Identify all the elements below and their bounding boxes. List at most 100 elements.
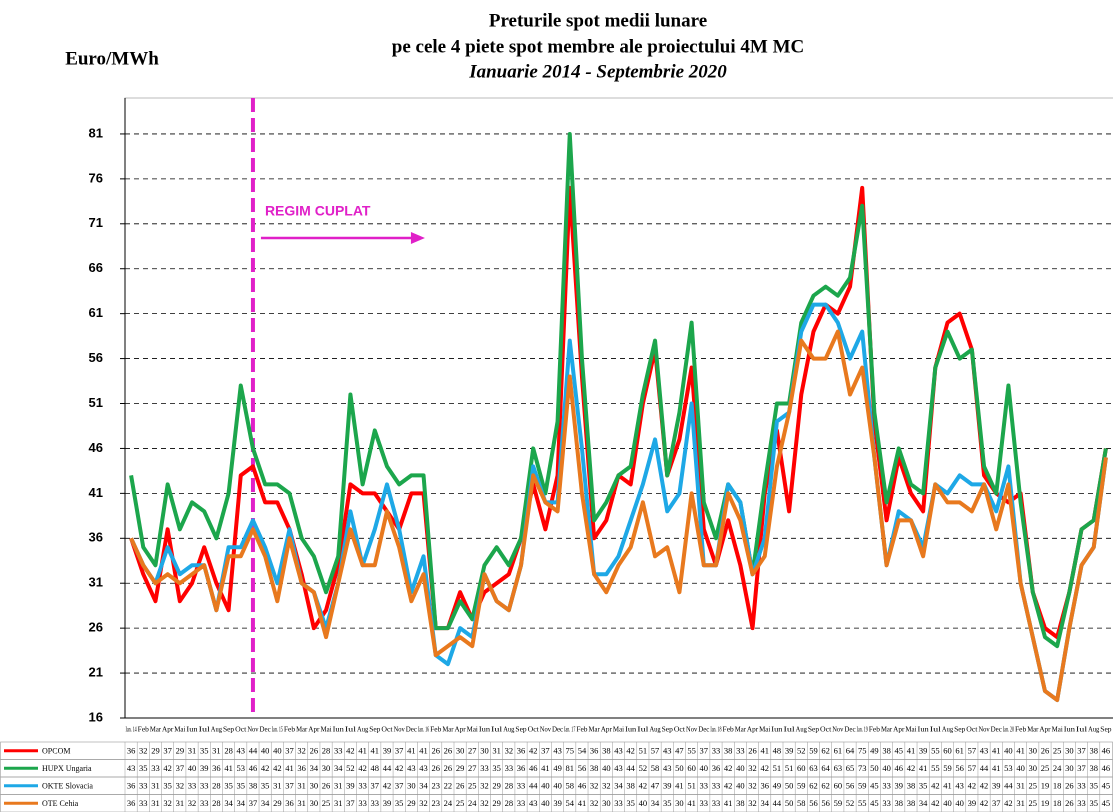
table-cell: 28 xyxy=(505,781,514,791)
table-cell: 35 xyxy=(663,798,672,808)
x-tick-label: Mai xyxy=(467,726,478,734)
table-cell: 26 xyxy=(444,746,453,756)
table-cell: 35 xyxy=(395,798,404,808)
table-cell: 60 xyxy=(943,746,952,756)
y-tick-label: 26 xyxy=(89,620,103,635)
table-cell: 35 xyxy=(139,763,148,773)
table-cell: 41 xyxy=(919,763,928,773)
table-cell: 35 xyxy=(1089,781,1098,791)
table-cell: 42 xyxy=(724,763,733,773)
table-cell: 26 xyxy=(456,781,465,791)
table-cell: 32 xyxy=(163,798,172,808)
table-cell: 43 xyxy=(663,746,672,756)
table-cell: 37 xyxy=(176,763,185,773)
x-tick-label: Feb xyxy=(138,726,150,734)
table-cell: 57 xyxy=(651,746,660,756)
table-cell: 38 xyxy=(907,781,916,791)
table-cell: 42 xyxy=(1004,798,1013,808)
x-tick-label: Apr xyxy=(162,726,174,734)
table-cell: 41 xyxy=(724,798,733,808)
y-tick-label: 31 xyxy=(89,575,103,590)
table-cell: 36 xyxy=(517,746,526,756)
table-cell: 41 xyxy=(407,746,416,756)
x-tick-label: Nov xyxy=(978,726,990,734)
table-cell: 51 xyxy=(639,746,648,756)
y-tick-label: 66 xyxy=(89,260,103,275)
table-cell: 43 xyxy=(127,763,136,773)
table-cell: 31 xyxy=(297,798,306,808)
table-cell: 30 xyxy=(456,746,465,756)
x-tick-label: Dec xyxy=(406,726,417,734)
table-cell: 42 xyxy=(980,781,989,791)
table-cell: 25 xyxy=(1029,781,1038,791)
table-cell: 37 xyxy=(395,746,404,756)
table-cell: 33 xyxy=(200,798,209,808)
table-cell: 32 xyxy=(748,798,757,808)
table-cell: 49 xyxy=(870,746,879,756)
table-cell: 40 xyxy=(943,798,952,808)
x-tick-label: Aug xyxy=(503,726,515,734)
table-cell: 33 xyxy=(882,781,891,791)
table-cell: 33 xyxy=(1077,781,1086,791)
table-cell: 42 xyxy=(383,781,392,791)
x-tick-label: Nov xyxy=(540,726,552,734)
x-tick-label: Iun xyxy=(186,726,198,734)
table-cell: 40 xyxy=(553,781,562,791)
table-cell: 38 xyxy=(249,781,258,791)
table-cell: 24 xyxy=(444,798,453,808)
table-cell: 40 xyxy=(602,763,611,773)
table-cell: 38 xyxy=(1089,763,1098,773)
x-tick-label: Aug xyxy=(1088,726,1100,734)
y-tick-label: 81 xyxy=(89,125,103,140)
table-cell: 36 xyxy=(297,763,306,773)
table-cell: 40 xyxy=(700,763,709,773)
x-tick-label: Ian. 15 xyxy=(272,726,283,734)
table-cell: 59 xyxy=(797,781,806,791)
table-cell: 33 xyxy=(480,763,489,773)
table-cell: 44 xyxy=(1004,781,1013,791)
table-cell: 40 xyxy=(1004,746,1013,756)
table-cell: 57 xyxy=(968,763,977,773)
table-cell: 34 xyxy=(310,763,319,773)
x-tick-label: Aug xyxy=(796,726,808,734)
table-cell: 31 xyxy=(1016,798,1025,808)
table-cell: 60 xyxy=(834,781,843,791)
plot-frame xyxy=(124,97,1113,719)
table-cell: 41 xyxy=(1016,746,1025,756)
table-cell: 55 xyxy=(687,746,696,756)
table-cell: 51 xyxy=(687,781,696,791)
table-cell: 37 xyxy=(395,781,404,791)
y-tick-label: 61 xyxy=(89,305,103,320)
table-cell: 31 xyxy=(188,746,197,756)
table-cell: 39 xyxy=(785,746,794,756)
table-cell: 33 xyxy=(200,781,209,791)
table-cell: 42 xyxy=(261,763,270,773)
table-cell: 25 xyxy=(1041,763,1050,773)
table-cell: 24 xyxy=(468,798,477,808)
table-cell: 39 xyxy=(200,763,209,773)
table-cell: 34 xyxy=(651,798,660,808)
table-cell: 30 xyxy=(322,763,331,773)
table-cell: 25 xyxy=(468,781,477,791)
x-tick-label: Apr xyxy=(455,726,467,734)
table-cell: 30 xyxy=(407,781,416,791)
table-cell: 40 xyxy=(736,763,745,773)
table-cell: 43 xyxy=(419,763,428,773)
table-cell: 34 xyxy=(419,781,428,791)
table-cell: 65 xyxy=(846,763,855,773)
x-tick-label: Feb xyxy=(284,726,296,734)
table-cell: 55 xyxy=(931,746,940,756)
y-tick-label: 41 xyxy=(89,485,103,500)
table-cell: 31 xyxy=(1016,781,1025,791)
table-cell: 42 xyxy=(968,781,977,791)
table-cell: 33 xyxy=(358,781,367,791)
table-cell: 43 xyxy=(529,798,538,808)
table-cell: 26 xyxy=(444,763,453,773)
table-cell: 42 xyxy=(724,781,733,791)
table-cell: 33 xyxy=(188,781,197,791)
table-cell: 29 xyxy=(273,798,282,808)
table-cell: 30 xyxy=(310,781,319,791)
table-cell: 36 xyxy=(590,746,599,756)
table-cell: 33 xyxy=(700,781,709,791)
table-cell: 41 xyxy=(992,746,1001,756)
